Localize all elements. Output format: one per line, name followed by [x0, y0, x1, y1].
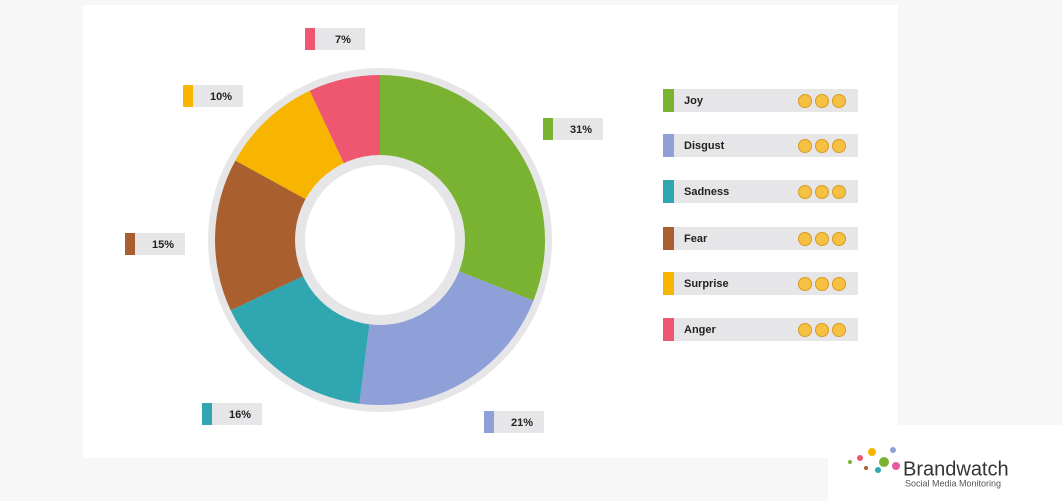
emoji-icon: [815, 277, 829, 291]
legend-swatch: [663, 272, 674, 295]
label-box: [315, 28, 365, 50]
logo-tagline: Social Media Monitoring: [905, 478, 1001, 488]
label-swatch: [543, 118, 553, 140]
data-label: 7%: [335, 34, 351, 46]
slice: [380, 75, 545, 301]
emoji-icon: [815, 232, 829, 246]
label-box: [494, 411, 544, 433]
legend-label: Disgust: [684, 140, 725, 152]
legend-swatch: [663, 134, 674, 157]
legend-label: Surprise: [684, 278, 729, 290]
emoji-icon: [798, 185, 812, 199]
label-swatch: [183, 85, 193, 107]
label-swatch: [484, 411, 494, 433]
label-swatch: [305, 28, 315, 50]
slice: [359, 269, 534, 405]
emoji-icon: [798, 323, 812, 337]
emoji-icon: [798, 94, 812, 108]
emoji-icon: [815, 94, 829, 108]
label-box: [553, 118, 603, 140]
emoji-icon: [798, 139, 812, 153]
data-label: 21%: [511, 417, 533, 429]
emoji-icon: [815, 185, 829, 199]
logo-name: Brandwatch: [903, 458, 1009, 480]
emoji-icon: [798, 232, 812, 246]
legend-label: Joy: [684, 95, 704, 107]
emoji-icon: [832, 277, 846, 291]
data-label: 10%: [210, 91, 232, 103]
emoji-icon: [832, 323, 846, 337]
emoji-icon: [832, 139, 846, 153]
data-label: 31%: [570, 124, 592, 136]
emoji-icon: [832, 185, 846, 199]
emoji-icon: [815, 323, 829, 337]
label-swatch: [202, 403, 212, 425]
legend-swatch: [663, 180, 674, 203]
label-box: [193, 85, 243, 107]
logo-dots: [848, 447, 900, 473]
slice: [235, 90, 346, 202]
slice: [215, 160, 310, 311]
label-swatch: [125, 233, 135, 255]
legend-swatch: [663, 89, 674, 112]
logo-box: [828, 425, 1062, 501]
data-label: 16%: [229, 409, 251, 421]
data-label: 15%: [152, 239, 174, 251]
hole: [305, 165, 455, 315]
label-box: [135, 233, 185, 255]
legend-label: Fear: [684, 233, 708, 245]
legend-swatch: [663, 227, 674, 250]
emoji-icon: [798, 277, 812, 291]
emoji-icon: [832, 232, 846, 246]
slice: [309, 75, 380, 168]
emoji-icon: [832, 94, 846, 108]
legend-label: Anger: [684, 324, 717, 336]
legend-label: Sadness: [684, 186, 729, 198]
legend-swatch: [663, 318, 674, 341]
label-box: [212, 403, 262, 425]
emoji-icon: [815, 139, 829, 153]
